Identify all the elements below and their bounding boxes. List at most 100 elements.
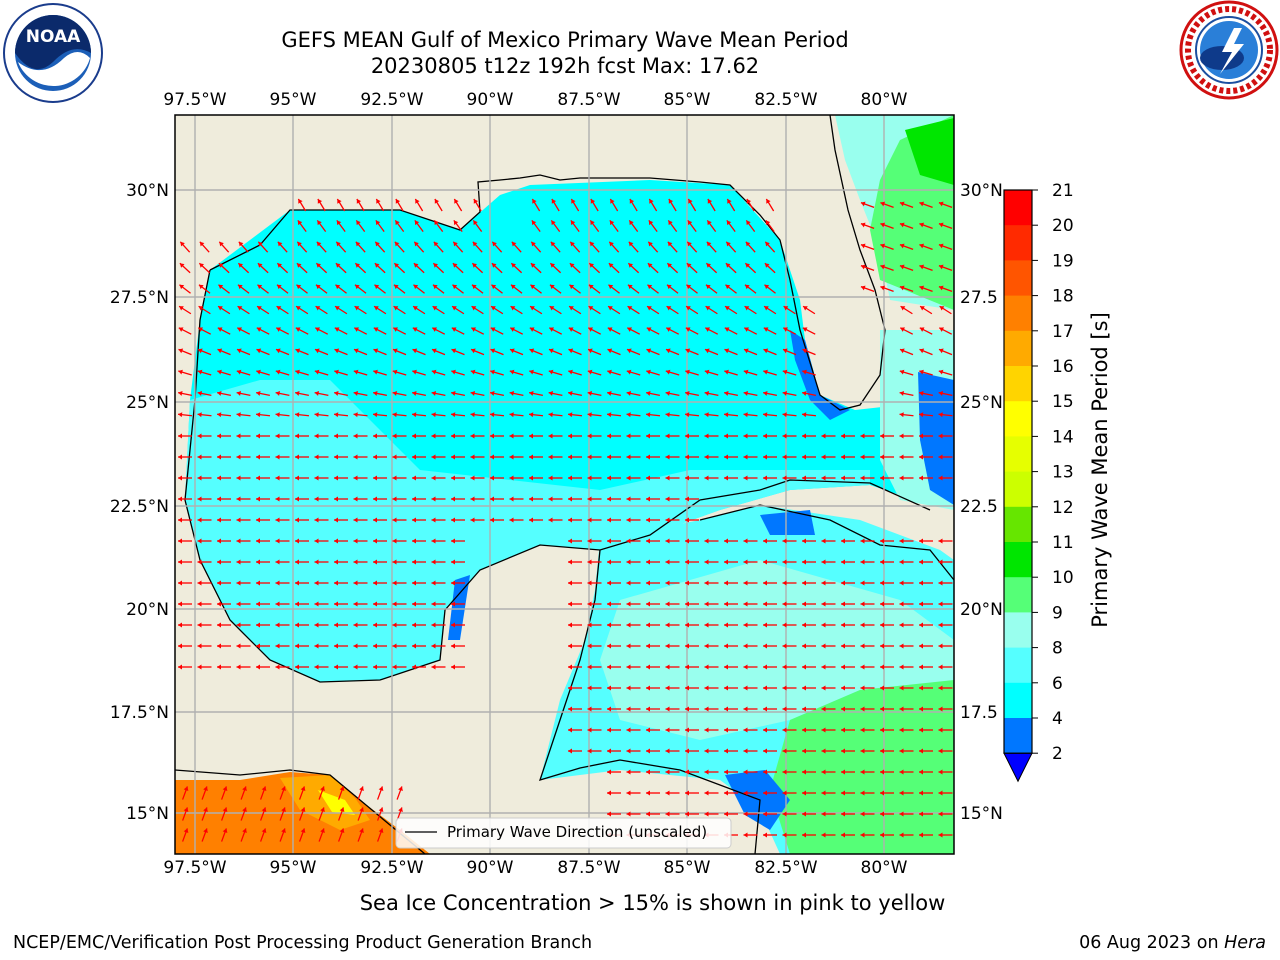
wave-direction-arrow bbox=[919, 643, 933, 649]
wave-direction-arrow bbox=[743, 769, 758, 775]
lat-tick-right: 20°N bbox=[960, 600, 1003, 620]
wave-direction-arrow bbox=[548, 475, 563, 481]
wave-direction-arrow bbox=[392, 327, 407, 335]
lon-tick-bottom: 85°W bbox=[664, 858, 711, 878]
wave-direction-arrow bbox=[860, 580, 875, 586]
lat-tick-left: 15°N bbox=[126, 804, 169, 824]
wave-direction-arrow bbox=[357, 807, 364, 821]
wave-direction-arrow bbox=[392, 559, 407, 565]
wave-direction-arrow bbox=[568, 475, 582, 481]
lon-tick-top: 97.5°W bbox=[163, 90, 226, 110]
lat-tick-left: 22.5°N bbox=[110, 497, 169, 517]
wave-direction-arrow bbox=[197, 580, 212, 586]
wave-direction-arrow bbox=[821, 811, 836, 817]
wave-direction-arrow bbox=[355, 219, 366, 233]
wave-direction-arrow bbox=[743, 454, 758, 460]
wave-direction-arrow bbox=[568, 433, 582, 439]
wave-direction-arrow bbox=[880, 222, 894, 230]
wave-direction-arrow bbox=[626, 475, 641, 481]
wave-direction-arrow bbox=[236, 496, 251, 502]
wave-direction-arrow bbox=[646, 559, 660, 565]
wave-direction-arrow bbox=[899, 643, 914, 649]
wave-direction-arrow bbox=[218, 284, 230, 294]
wave-direction-arrow bbox=[373, 369, 387, 376]
wave-direction-arrow bbox=[880, 685, 894, 691]
wave-direction-arrow bbox=[295, 601, 309, 607]
wave-direction-arrow bbox=[607, 327, 621, 335]
wave-direction-arrow bbox=[450, 412, 466, 418]
wave-direction-arrow bbox=[259, 786, 267, 800]
wave-direction-arrow bbox=[491, 241, 503, 253]
wave-direction-arrow bbox=[763, 327, 777, 335]
wave-direction-arrow bbox=[899, 601, 914, 607]
wave-direction-arrow bbox=[414, 219, 424, 233]
wave-direction-arrow bbox=[743, 433, 758, 439]
wave-direction-arrow bbox=[275, 580, 290, 586]
wave-direction-arrow bbox=[860, 769, 875, 775]
wave-direction-arrow bbox=[744, 262, 757, 274]
wave-direction-arrow bbox=[393, 284, 406, 294]
wave-direction-arrow bbox=[724, 748, 738, 754]
wave-direction-arrow bbox=[705, 262, 718, 274]
wave-direction-arrow bbox=[297, 198, 307, 212]
wave-direction-arrow bbox=[275, 601, 290, 607]
colorbar-tick: 18 bbox=[1052, 287, 1074, 307]
wave-direction-arrow bbox=[704, 369, 719, 376]
wave-direction-arrow bbox=[376, 828, 384, 842]
colorbar-tick: 10 bbox=[1052, 568, 1074, 588]
wave-direction-arrow bbox=[217, 327, 231, 335]
wave-direction-arrow bbox=[899, 748, 914, 754]
wave-direction-arrow bbox=[353, 390, 368, 397]
wave-direction-arrow bbox=[646, 727, 660, 733]
wave-direction-arrow bbox=[821, 685, 836, 691]
wave-direction-arrow bbox=[626, 580, 641, 586]
wave-direction-arrow bbox=[860, 622, 875, 628]
wave-direction-arrow bbox=[919, 622, 933, 628]
wave-direction-arrow bbox=[570, 219, 580, 233]
wave-direction-arrow bbox=[473, 198, 482, 212]
wave-direction-arrow bbox=[373, 601, 387, 607]
wave-direction-arrow bbox=[880, 748, 894, 754]
wave-direction-arrow bbox=[431, 369, 446, 376]
wave-direction-arrow bbox=[412, 664, 426, 670]
colorbar-bin bbox=[1004, 225, 1032, 261]
wave-direction-arrow bbox=[178, 538, 192, 544]
wave-direction-arrow bbox=[259, 807, 267, 821]
wave-direction-arrow bbox=[353, 412, 368, 418]
wave-direction-arrow bbox=[919, 811, 933, 817]
wave-direction-arrow bbox=[685, 390, 699, 397]
wave-direction-arrow bbox=[315, 262, 328, 274]
wave-direction-arrow bbox=[471, 284, 484, 294]
wave-direction-arrow bbox=[197, 433, 212, 439]
wave-direction-arrow bbox=[472, 219, 483, 233]
wave-direction-arrow bbox=[509, 327, 524, 335]
wave-direction-arrow bbox=[724, 769, 738, 775]
wave-direction-arrow bbox=[453, 198, 463, 212]
wave-direction-arrow bbox=[743, 475, 758, 481]
wave-direction-arrow bbox=[412, 433, 426, 439]
wave-direction-arrow bbox=[880, 664, 894, 670]
wave-direction-arrow bbox=[353, 580, 368, 586]
wave-direction-arrow bbox=[412, 496, 426, 502]
wave-direction-arrow bbox=[724, 348, 738, 356]
wave-direction-arrow bbox=[665, 622, 680, 628]
wave-direction-arrow bbox=[704, 643, 719, 649]
wave-direction-arrow bbox=[919, 580, 933, 586]
wave-direction-arrow bbox=[491, 284, 503, 294]
wave-direction-arrow bbox=[568, 305, 582, 315]
wave-direction-arrow bbox=[394, 219, 405, 233]
wave-direction-arrow bbox=[198, 305, 211, 315]
wave-direction-arrow bbox=[279, 807, 286, 821]
wave-direction-arrow bbox=[607, 390, 621, 397]
wave-direction-arrow bbox=[353, 496, 368, 502]
wave-direction-arrow bbox=[938, 664, 953, 670]
wave-direction-arrow bbox=[665, 327, 680, 335]
wave-direction-arrow bbox=[782, 727, 797, 733]
wave-direction-arrow bbox=[724, 580, 738, 586]
wave-direction-arrow bbox=[568, 706, 582, 712]
wave-direction-arrow bbox=[279, 786, 286, 800]
wave-direction-arrow bbox=[626, 664, 641, 670]
wave-direction-arrow bbox=[392, 601, 407, 607]
lon-tick-top: 80°W bbox=[861, 90, 908, 110]
wave-direction-arrow bbox=[568, 622, 582, 628]
